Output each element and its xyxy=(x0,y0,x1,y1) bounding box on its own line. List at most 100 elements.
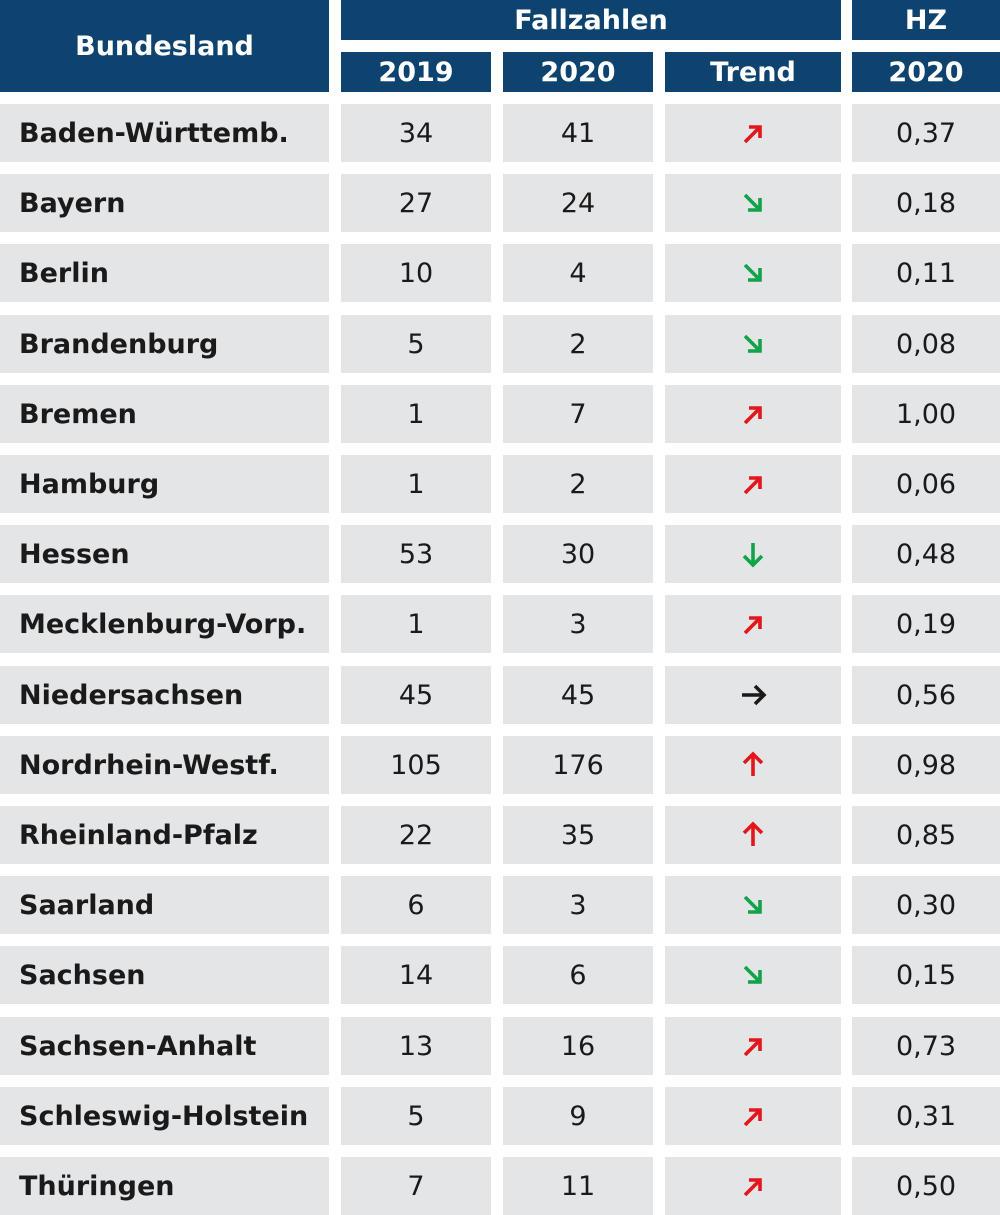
arrow-down-icon xyxy=(742,543,764,568)
header-hz: HZ xyxy=(852,0,1000,40)
cases-2019: 45 xyxy=(341,666,491,724)
state-name: Schleswig-Holstein xyxy=(0,1087,329,1145)
trend-cell xyxy=(665,174,841,232)
header-hz-2020: 2020 xyxy=(852,52,1000,92)
cases-2020: 16 xyxy=(503,1017,653,1075)
state-name: Nordrhein-Westf. xyxy=(0,736,329,794)
hz-2020: 0,98 xyxy=(852,736,1000,794)
state-name: Brandenburg xyxy=(0,315,329,373)
arrow-down-right-icon xyxy=(743,334,762,353)
cases-2020: 30 xyxy=(503,525,653,583)
hz-2020: 0,73 xyxy=(852,1017,1000,1075)
cases-2019: 34 xyxy=(341,104,491,162)
cases-2020: 24 xyxy=(503,174,653,232)
cases-2019: 7 xyxy=(341,1157,491,1215)
state-name: Hamburg xyxy=(0,455,329,513)
cases-2020: 9 xyxy=(503,1087,653,1145)
state-name: Berlin xyxy=(0,244,329,302)
trend-cell xyxy=(665,315,841,373)
hz-2020: 1,00 xyxy=(852,385,1000,443)
cases-2020: 4 xyxy=(503,244,653,302)
trend-cell xyxy=(665,385,841,443)
arrow-up-right-icon xyxy=(743,406,762,425)
arrow-up-right-icon xyxy=(743,125,762,144)
arrow-up-icon xyxy=(742,751,764,776)
cases-2020: 3 xyxy=(503,595,653,653)
cases-2020: 176 xyxy=(503,736,653,794)
cases-2020: 45 xyxy=(503,666,653,724)
trend-cell xyxy=(665,1157,841,1215)
cases-2019: 1 xyxy=(341,385,491,443)
arrow-up-right-icon xyxy=(743,1038,762,1057)
arrow-down-right-icon xyxy=(743,965,762,984)
cases-2020: 35 xyxy=(503,806,653,864)
hz-2020: 0,48 xyxy=(852,525,1000,583)
trend-cell xyxy=(665,666,841,724)
state-name: Mecklenburg-Vorp. xyxy=(0,595,329,653)
cases-2020: 41 xyxy=(503,104,653,162)
cases-2020: 2 xyxy=(503,455,653,513)
arrow-down-right-icon xyxy=(743,263,762,282)
state-name: Sachsen xyxy=(0,946,329,1004)
hz-2020: 0,19 xyxy=(852,595,1000,653)
trend-cell xyxy=(665,525,841,583)
header-2019: 2019 xyxy=(341,52,491,92)
trend-cell xyxy=(665,736,841,794)
cases-2019: 10 xyxy=(341,244,491,302)
trend-cell xyxy=(665,104,841,162)
cases-2019: 13 xyxy=(341,1017,491,1075)
cases-2020: 7 xyxy=(503,385,653,443)
hz-2020: 0,56 xyxy=(852,666,1000,724)
hz-2020: 0,31 xyxy=(852,1087,1000,1145)
cases-2019: 1 xyxy=(341,595,491,653)
arrow-right-icon xyxy=(742,684,767,706)
arrow-up-right-icon xyxy=(743,616,762,635)
hz-2020: 0,37 xyxy=(852,104,1000,162)
header-fallzahlen: Fallzahlen xyxy=(341,0,841,40)
arrow-up-icon xyxy=(742,821,764,846)
cases-2019: 22 xyxy=(341,806,491,864)
arrow-up-right-icon xyxy=(743,1108,762,1127)
cases-2019: 14 xyxy=(341,946,491,1004)
state-name: Hessen xyxy=(0,525,329,583)
hz-2020: 0,50 xyxy=(852,1157,1000,1215)
trend-cell xyxy=(665,806,841,864)
header-2020: 2020 xyxy=(503,52,653,92)
cases-2019: 6 xyxy=(341,876,491,934)
hz-2020: 0,08 xyxy=(852,315,1000,373)
cases-2020: 2 xyxy=(503,315,653,373)
state-name: Sachsen-Anhalt xyxy=(0,1017,329,1075)
state-name: Bremen xyxy=(0,385,329,443)
state-name: Saarland xyxy=(0,876,329,934)
header-bundesland: Bundesland xyxy=(0,0,329,92)
hz-2020: 0,06 xyxy=(852,455,1000,513)
cases-2020: 3 xyxy=(503,876,653,934)
cases-2019: 27 xyxy=(341,174,491,232)
arrow-up-right-icon xyxy=(743,476,762,495)
hz-2020: 0,15 xyxy=(852,946,1000,1004)
cases-2019: 5 xyxy=(341,315,491,373)
state-name: Bayern xyxy=(0,174,329,232)
trend-cell xyxy=(665,946,841,1004)
cases-2019: 1 xyxy=(341,455,491,513)
state-name: Baden-Württemb. xyxy=(0,104,329,162)
cases-2019: 105 xyxy=(341,736,491,794)
state-name: Thüringen xyxy=(0,1157,329,1215)
arrow-down-right-icon xyxy=(743,193,762,212)
hz-2020: 0,11 xyxy=(852,244,1000,302)
hz-2020: 0,30 xyxy=(852,876,1000,934)
state-name: Niedersachsen xyxy=(0,666,329,724)
hz-2020: 0,18 xyxy=(852,174,1000,232)
cases-2019: 53 xyxy=(341,525,491,583)
trend-cell xyxy=(665,876,841,934)
trend-cell xyxy=(665,455,841,513)
trend-cell xyxy=(665,1087,841,1145)
header-trend: Trend xyxy=(665,52,841,92)
arrow-up-right-icon xyxy=(743,1178,762,1197)
arrow-down-right-icon xyxy=(743,895,762,914)
state-name: Rheinland-Pfalz xyxy=(0,806,329,864)
trend-cell xyxy=(665,1017,841,1075)
cases-2020: 11 xyxy=(503,1157,653,1215)
trend-cell xyxy=(665,595,841,653)
hz-2020: 0,85 xyxy=(852,806,1000,864)
